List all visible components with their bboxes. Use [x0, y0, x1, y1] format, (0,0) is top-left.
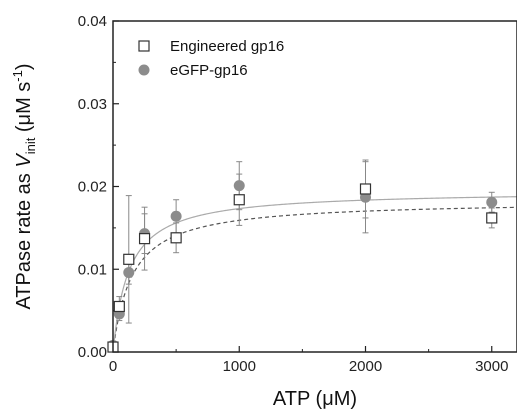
y-axis-title-unit-open: (μM s — [13, 82, 35, 138]
y-axis-title-unit-close: ) — [13, 63, 35, 70]
y-tick-label: 0.03 — [78, 96, 107, 113]
tick-labels: 0.00 0.01 0.02 0.03 0.04 0 1000 2000 3000 — [78, 13, 509, 375]
x-axis-title-unit: μM — [322, 388, 350, 410]
point-engineered-gp16 — [123, 253, 135, 265]
y-tick-label: 0.02 — [78, 179, 107, 196]
y-axis-title-subscript: init — [23, 137, 38, 154]
legend-item-engineered-gp16: Engineered gp16 — [138, 38, 284, 55]
point-engineered-gp16 — [359, 183, 372, 195]
x-tick-label: 1000 — [223, 358, 256, 375]
fit-curves — [112, 196, 517, 353]
plot-frame — [112, 20, 517, 353]
y-axis-title-superscript: -1 — [10, 70, 25, 82]
legend: Engineered gp16 eGFP-gp16 — [138, 38, 284, 79]
x-tick-label: 3000 — [475, 358, 508, 375]
legend-item-egfp-gp16: eGFP-gp16 — [138, 62, 248, 79]
x-axis-title-prefix: ATP ( — [273, 388, 323, 410]
fit-curve-engineered-gp16 — [112, 206, 517, 353]
y-axis-title-prefix: ATPase rate as — [13, 168, 35, 310]
y-tick-label: 0.00 — [78, 344, 107, 361]
point-engineered-gp16 — [233, 194, 245, 206]
y-axis-title-variable: V — [13, 153, 35, 168]
legend-marker-open-square — [138, 40, 150, 52]
legend-label-egfp-gp16: eGFP-gp16 — [170, 62, 248, 79]
point-egfp-gp16 — [486, 196, 498, 208]
x-tick-label: 2000 — [349, 358, 382, 375]
legend-label-engineered-gp16: Engineered gp16 — [170, 38, 284, 55]
y-tick-label: 0.04 — [78, 13, 107, 30]
point-engineered-gp16 — [170, 232, 182, 244]
point-engineered-gp16 — [138, 233, 151, 245]
point-engineered-gp16 — [113, 300, 125, 313]
point-egfp-gp16 — [233, 180, 245, 192]
y-tick-label: 0.01 — [78, 261, 107, 278]
fit-curve-egfp-gp16 — [112, 196, 517, 353]
point-engineered-gp16 — [486, 212, 498, 224]
x-axis-title-suffix: ) — [350, 388, 357, 410]
x-tick-label: 0 — [109, 358, 117, 375]
y-axis-title: ATPase rate as Vinit (μM s-1) — [10, 63, 38, 309]
x-axis-title: ATP (μM) — [273, 388, 357, 410]
point-egfp-gp16 — [123, 267, 135, 279]
legend-marker-filled-circle — [138, 64, 150, 76]
data-points — [107, 180, 498, 353]
point-egfp-gp16 — [170, 210, 182, 222]
